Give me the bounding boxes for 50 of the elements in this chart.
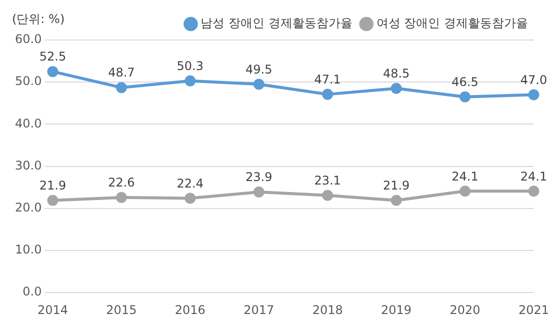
data-label: 47.0 — [520, 72, 548, 87]
data-label: 23.1 — [314, 173, 341, 188]
data-label: 23.9 — [246, 170, 272, 184]
point — [528, 89, 540, 100]
legend-label: 남성 장애인 경제활동참가율 — [200, 16, 352, 30]
y-tick-label: 30.0 — [15, 158, 42, 172]
point — [116, 82, 127, 94]
point — [184, 75, 196, 86]
y-tick-label: 20.0 — [15, 200, 42, 215]
x-tick-label: 2018 — [312, 302, 343, 317]
data-label: 48.5 — [382, 66, 410, 81]
data-label: 24.1 — [452, 169, 478, 184]
point — [528, 186, 540, 197]
legend-label: 여성 장애인 경제활동참가율 — [376, 16, 528, 30]
data-label: 50.3 — [176, 58, 204, 73]
point — [322, 88, 334, 100]
point — [184, 192, 196, 204]
data-label: 21.9 — [382, 178, 410, 193]
x-tick-label: 2015 — [106, 302, 137, 317]
x-tick-label: 2021 — [518, 302, 550, 317]
point — [460, 186, 471, 197]
point — [322, 190, 334, 201]
point — [47, 66, 58, 78]
text: (단위: %) — [12, 12, 65, 26]
point — [390, 194, 402, 206]
x-tick-label: 2016 — [174, 302, 206, 317]
data-label: 52.5 — [39, 50, 66, 64]
y-tick-label: 50.0 — [15, 74, 42, 88]
y-tick-label: 40.0 — [15, 116, 42, 130]
x-tick-label: 2019 — [381, 302, 412, 317]
data-label: 48.7 — [108, 66, 135, 80]
data-label: 24.1 — [520, 169, 548, 184]
point — [460, 91, 471, 102]
y-tick-label: 10.0 — [15, 242, 42, 257]
x-tick-label: 2014 — [37, 302, 68, 317]
data-label: 21.9 — [39, 178, 66, 193]
point — [47, 194, 58, 206]
point — [116, 192, 127, 203]
y-tick-label: 0.0 — [22, 284, 42, 299]
x-tick-label: 2017 — [244, 302, 274, 317]
point — [253, 78, 264, 90]
data-label: 22.4 — [176, 176, 204, 190]
x-tick-label: 2020 — [450, 302, 480, 317]
y-tick-label: 60.0 — [15, 32, 42, 46]
data-label: 47.1 — [314, 72, 341, 86]
point — [253, 186, 264, 198]
point — [390, 82, 402, 94]
data-label: 46.5 — [452, 74, 478, 89]
data-label: 49.5 — [246, 62, 272, 76]
data-label: 22.6 — [108, 176, 135, 190]
